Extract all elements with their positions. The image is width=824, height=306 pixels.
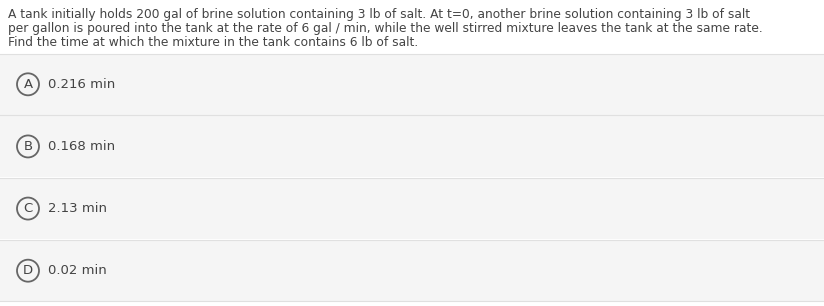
Ellipse shape	[17, 198, 39, 220]
Text: C: C	[23, 202, 33, 215]
Text: Find the time at which the mixture in the tank contains 6 lb of salt.: Find the time at which the mixture in th…	[8, 36, 419, 49]
FancyBboxPatch shape	[0, 241, 824, 301]
Text: 2.13 min: 2.13 min	[48, 202, 107, 215]
FancyBboxPatch shape	[0, 116, 824, 177]
Text: per gallon is poured into the tank at the rate of 6 gal / min, while the well st: per gallon is poured into the tank at th…	[8, 22, 763, 35]
Ellipse shape	[17, 73, 39, 95]
FancyBboxPatch shape	[0, 54, 824, 115]
Text: D: D	[23, 264, 33, 277]
Text: 0.168 min: 0.168 min	[48, 140, 115, 153]
Ellipse shape	[17, 136, 39, 158]
Text: 0.216 min: 0.216 min	[48, 78, 115, 91]
Text: B: B	[23, 140, 33, 153]
Ellipse shape	[17, 260, 39, 282]
Text: A tank initially holds 200 gal of brine solution containing 3 lb of salt. At t=0: A tank initially holds 200 gal of brine …	[8, 8, 750, 21]
FancyBboxPatch shape	[0, 178, 824, 239]
Text: 0.02 min: 0.02 min	[48, 264, 107, 277]
Text: A: A	[23, 78, 33, 91]
